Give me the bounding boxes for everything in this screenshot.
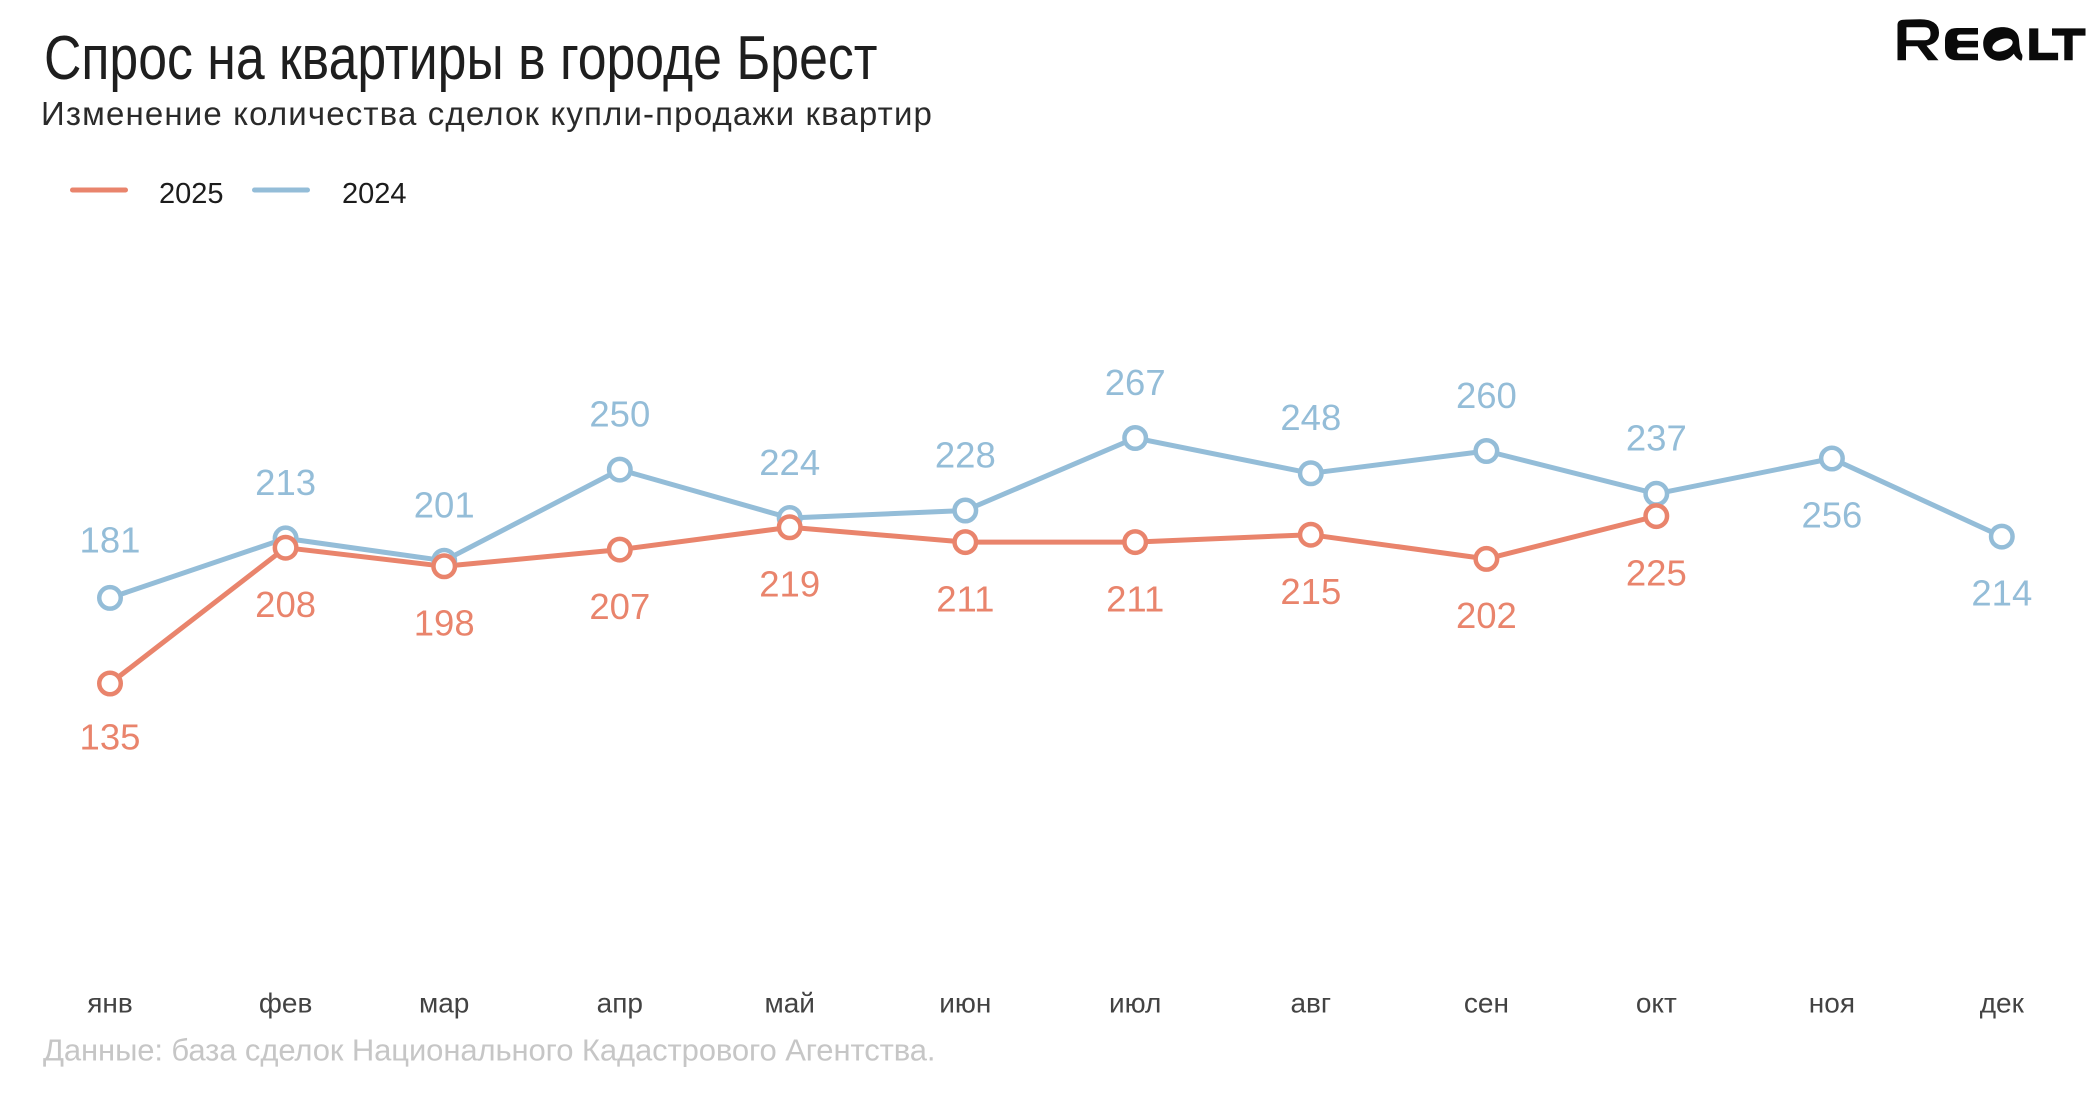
svg-text:май: май (764, 988, 814, 1019)
svg-text:181: 181 (80, 519, 141, 560)
svg-text:214: 214 (1971, 572, 2032, 613)
svg-text:267: 267 (1105, 362, 1166, 403)
svg-text:224: 224 (759, 442, 820, 483)
svg-text:198: 198 (414, 603, 475, 644)
svg-text:авг: авг (1290, 988, 1331, 1019)
svg-text:228: 228 (935, 434, 996, 475)
svg-text:2025: 2025 (159, 178, 224, 210)
svg-text:248: 248 (1280, 397, 1341, 438)
svg-text:250: 250 (589, 393, 650, 434)
svg-text:215: 215 (1280, 571, 1341, 612)
svg-text:ноя: ноя (1809, 988, 1855, 1019)
svg-text:207: 207 (589, 586, 650, 627)
svg-text:Данные: база сделок Национальн: Данные: база сделок Национального Кадаст… (43, 1033, 935, 1068)
svg-text:208: 208 (255, 584, 316, 625)
svg-text:260: 260 (1456, 375, 1517, 416)
svg-text:219: 219 (759, 564, 820, 605)
svg-text:211: 211 (936, 578, 994, 619)
svg-text:окт: окт (1636, 988, 1677, 1019)
svg-text:2024: 2024 (342, 178, 407, 210)
svg-text:211: 211 (1106, 578, 1164, 619)
svg-text:дек: дек (1980, 988, 2025, 1019)
svg-text:сен: сен (1464, 988, 1509, 1019)
svg-text:256: 256 (1801, 494, 1862, 535)
svg-text:июн: июн (939, 988, 991, 1019)
svg-text:202: 202 (1456, 595, 1517, 636)
svg-text:апр: апр (597, 988, 643, 1019)
svg-text:мар: мар (419, 988, 469, 1019)
svg-text:237: 237 (1626, 418, 1687, 459)
svg-text:135: 135 (80, 716, 141, 757)
svg-text:июл: июл (1109, 988, 1161, 1019)
svg-text:янв: янв (87, 988, 133, 1019)
svg-text:201: 201 (414, 485, 475, 526)
svg-text:213: 213 (255, 462, 316, 503)
svg-text:фев: фев (259, 988, 312, 1019)
svg-text:225: 225 (1626, 552, 1687, 593)
